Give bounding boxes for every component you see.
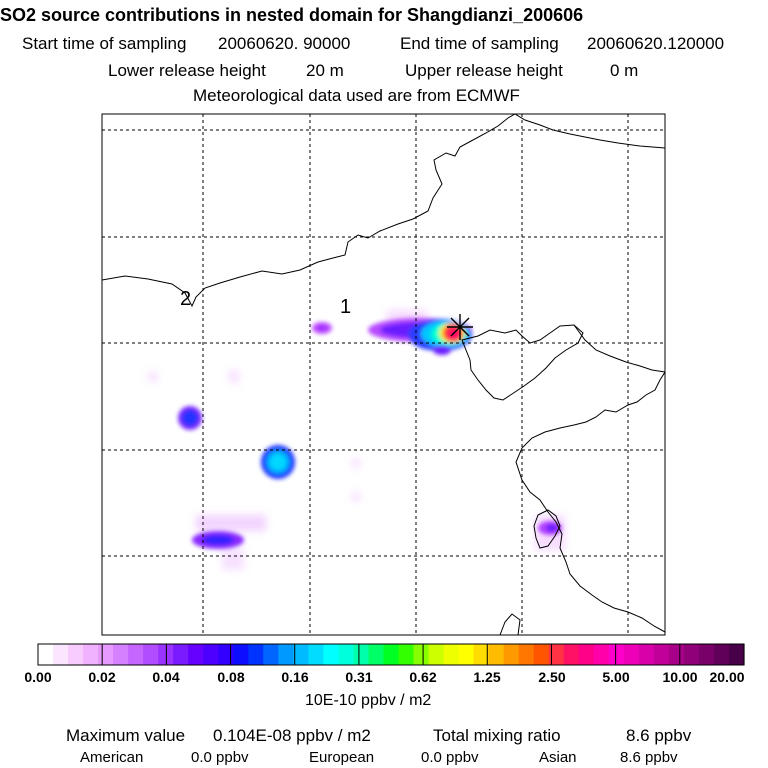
colorbar-segment <box>233 644 249 665</box>
colorbar-segment <box>593 644 610 665</box>
colorbar-segment <box>38 644 54 665</box>
colorbar-segment <box>428 644 445 665</box>
map-frame <box>101 113 666 636</box>
colorbar-label-11: 20.00 <box>709 669 745 685</box>
colorbar-segment <box>68 644 84 665</box>
colorbar-segment <box>248 644 264 665</box>
met-data-note: Meteorological data used are from ECMWF <box>193 86 520 105</box>
colorbar-segment <box>173 644 189 665</box>
colorbar-segment <box>293 644 309 665</box>
colorbar-segment <box>458 644 475 665</box>
colorbar-segment <box>278 644 294 665</box>
plot-title: SO2 source contributions in nested domai… <box>0 5 584 25</box>
colorbar-label-1: 0.02 <box>88 669 116 685</box>
colorbar-segment <box>443 644 460 665</box>
colorbar-segment <box>653 644 670 665</box>
colorbar-segment <box>413 644 430 665</box>
concentration-field <box>148 310 565 570</box>
colorbar-segment <box>188 644 204 665</box>
colorbar-segment <box>98 644 114 665</box>
colorbar-segment <box>218 644 234 665</box>
european-label: European <box>309 749 375 766</box>
colorbar-segment <box>113 644 129 665</box>
lower-height-label: Lower release height <box>108 61 266 80</box>
colorbar-segment <box>578 644 595 665</box>
colorbar-segment <box>623 644 640 665</box>
colorbar-segment <box>368 644 385 665</box>
colorbar-segment <box>383 644 400 665</box>
colorbar-segment <box>563 644 580 665</box>
total-mixing-label: Total mixing ratio <box>433 726 561 745</box>
colorbar-segment <box>83 644 99 665</box>
colorbar-segment <box>53 644 69 665</box>
colorbar-label-9: 5.00 <box>602 669 630 685</box>
colorbar-segment <box>203 644 219 665</box>
colorbar-label-8: 2.50 <box>538 669 566 685</box>
colorbar-segment <box>698 644 715 665</box>
colorbar-label-10: 10.00 <box>662 669 698 685</box>
colorbar-segment <box>488 644 505 665</box>
colorbar-segment <box>728 644 745 665</box>
colorbar-segment <box>128 644 144 665</box>
region-label-2: 2 <box>180 288 191 310</box>
colorbar-segment <box>398 644 415 665</box>
asian-label: Asian <box>539 749 577 766</box>
start-time-label: Start time of sampling <box>22 34 187 53</box>
colorbar-segment <box>668 644 685 665</box>
american-value: 0.0 ppbv <box>191 749 249 766</box>
colorbar-units: 10E-10 ppbv / m2 <box>305 692 432 709</box>
colorbar-label-0: 0.00 <box>24 669 52 685</box>
european-value: 0.0 ppbv <box>421 749 479 766</box>
colorbar-label-4: 0.16 <box>281 669 309 685</box>
secondary-plumes <box>178 406 562 549</box>
colorbar <box>38 644 745 665</box>
colorbar-segment <box>338 644 355 665</box>
lower-height-value: 20 m <box>306 61 344 80</box>
colorbar-label-3: 0.08 <box>217 669 245 685</box>
colorbar-label-2: 0.04 <box>152 669 180 685</box>
faint-plumes <box>148 310 565 570</box>
max-value: 0.104E-08 ppbv / m2 <box>213 726 371 745</box>
lat-lon-grid <box>102 114 665 635</box>
colorbar-label-7: 1.25 <box>473 669 501 685</box>
max-value-label: Maximum value <box>66 726 186 745</box>
american-label: American <box>80 749 144 766</box>
end-time-label: End time of sampling <box>400 34 559 53</box>
asian-value: 8.6 ppbv <box>620 749 678 766</box>
colorbar-frame <box>37 643 745 666</box>
upper-height-label: Upper release height <box>405 61 563 80</box>
colorbar-segment <box>683 644 700 665</box>
end-time-value: 20060620.120000 <box>587 34 725 53</box>
colorbar-segment <box>518 644 535 665</box>
start-time-value: 20060620. 90000 <box>218 34 351 53</box>
colorbar-segment <box>503 644 520 665</box>
colorbar-segment <box>713 644 730 665</box>
colorbar-segment <box>323 644 340 665</box>
colorbar-segment <box>263 644 279 665</box>
colorbar-segment <box>353 644 370 665</box>
total-mixing-value: 8.6 ppbv <box>626 726 692 745</box>
region-label-1: 1 <box>340 296 351 318</box>
colorbar-segment <box>473 644 490 665</box>
colorbar-segment <box>308 644 324 665</box>
colorbar-segment <box>548 644 565 665</box>
colorbar-segment <box>143 644 159 665</box>
station-marker-icon <box>447 314 473 340</box>
upper-height-value: 0 m <box>610 61 639 80</box>
colorbar-segment <box>638 644 655 665</box>
colorbar-label-6: 0.62 <box>409 669 437 685</box>
colorbar-label-5: 0.31 <box>345 669 373 685</box>
colorbar-segment <box>533 644 550 665</box>
main-plume <box>312 318 472 355</box>
coastlines <box>102 114 665 635</box>
colorbar-segment <box>608 644 625 665</box>
